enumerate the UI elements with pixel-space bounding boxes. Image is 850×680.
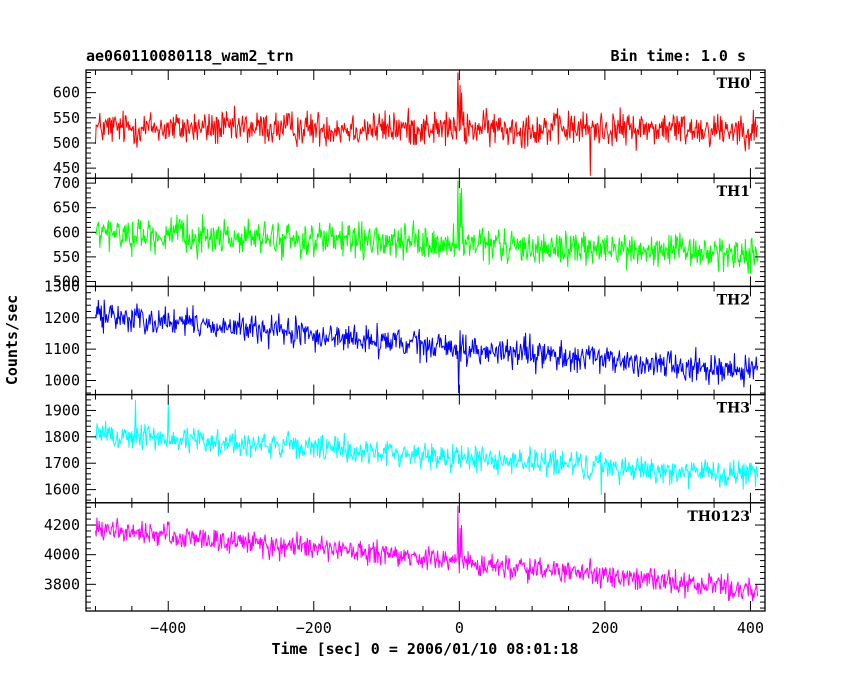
bin-time-label: Bin time: 1.0 s xyxy=(611,47,746,65)
x-tick-label: −200 xyxy=(296,619,332,637)
y-tick-label-th1: 550 xyxy=(53,248,80,266)
panel-th2: 1000 1100 1200 1300 TH2 xyxy=(44,277,766,396)
series-th1 xyxy=(95,180,759,274)
y-tick-label-th0123: 4200 xyxy=(44,516,80,534)
y-tick-label-th1: 600 xyxy=(53,223,80,241)
panel-label-th2: TH2 xyxy=(717,292,750,308)
y-tick-label-th0123: 4000 xyxy=(44,546,80,564)
x-axis: −400 −200 0 200 400 xyxy=(150,619,764,637)
y-tick-label-th0: 600 xyxy=(53,84,80,102)
y-tick-label-th2: 1100 xyxy=(44,340,80,358)
figure-title: ae060110080118_wam2_trn xyxy=(86,47,294,65)
x-tick-label: 0 xyxy=(455,619,464,637)
panel-th0123: 3800 4000 4200 TH0123 xyxy=(44,502,766,612)
x-tick-label: −400 xyxy=(150,619,186,637)
series-th3 xyxy=(94,399,759,495)
x-tick-label: 200 xyxy=(591,619,618,637)
y-axis-label: Counts/sec xyxy=(3,295,21,385)
y-tick-label-th0: 550 xyxy=(53,109,80,127)
panel-label-th0: TH0 xyxy=(717,76,751,92)
panel-th0: 450 500 550 600 TH0 xyxy=(53,69,766,179)
series-th0 xyxy=(94,72,759,176)
y-tick-label-th2: 1200 xyxy=(44,309,80,327)
panels: 450 500 550 600 TH0 500 550 600 650 700 TH1 1000 110… xyxy=(44,69,766,612)
y-tick-label-th0: 450 xyxy=(53,159,80,177)
panel-th3: 1600 1700 1800 1900 TH3 xyxy=(44,393,766,504)
y-tick-label-th1: 500 xyxy=(53,272,80,290)
y-tick-label-th3: 1700 xyxy=(44,454,80,472)
series-th2 xyxy=(94,299,759,394)
y-tick-label-th1: 650 xyxy=(53,199,80,217)
y-tick-label-th3: 1600 xyxy=(44,481,80,499)
y-tick-label-th0: 500 xyxy=(53,134,80,152)
series-th0123 xyxy=(94,505,759,602)
y-tick-label-th0123: 3800 xyxy=(44,575,80,593)
panel-th1: 500 550 600 650 700 TH1 xyxy=(53,174,766,290)
y-tick-label-th2: 1000 xyxy=(44,371,80,389)
panel-label-th1: TH1 xyxy=(717,184,750,200)
panel-label-th0123: TH0123 xyxy=(687,509,750,525)
x-tick-label: 400 xyxy=(737,619,764,637)
y-tick-label-th3: 1800 xyxy=(44,428,80,446)
y-tick-label-th1: 700 xyxy=(53,174,80,192)
panel-frame-th0123 xyxy=(85,502,766,612)
y-tick-label-th2: 1300 xyxy=(44,277,80,295)
x-axis-label: Time [sec] 0 = 2006/01/10 08:01:18 xyxy=(271,640,578,658)
panel-label-th3: TH3 xyxy=(717,401,750,417)
y-tick-label-th3: 1900 xyxy=(44,401,80,419)
